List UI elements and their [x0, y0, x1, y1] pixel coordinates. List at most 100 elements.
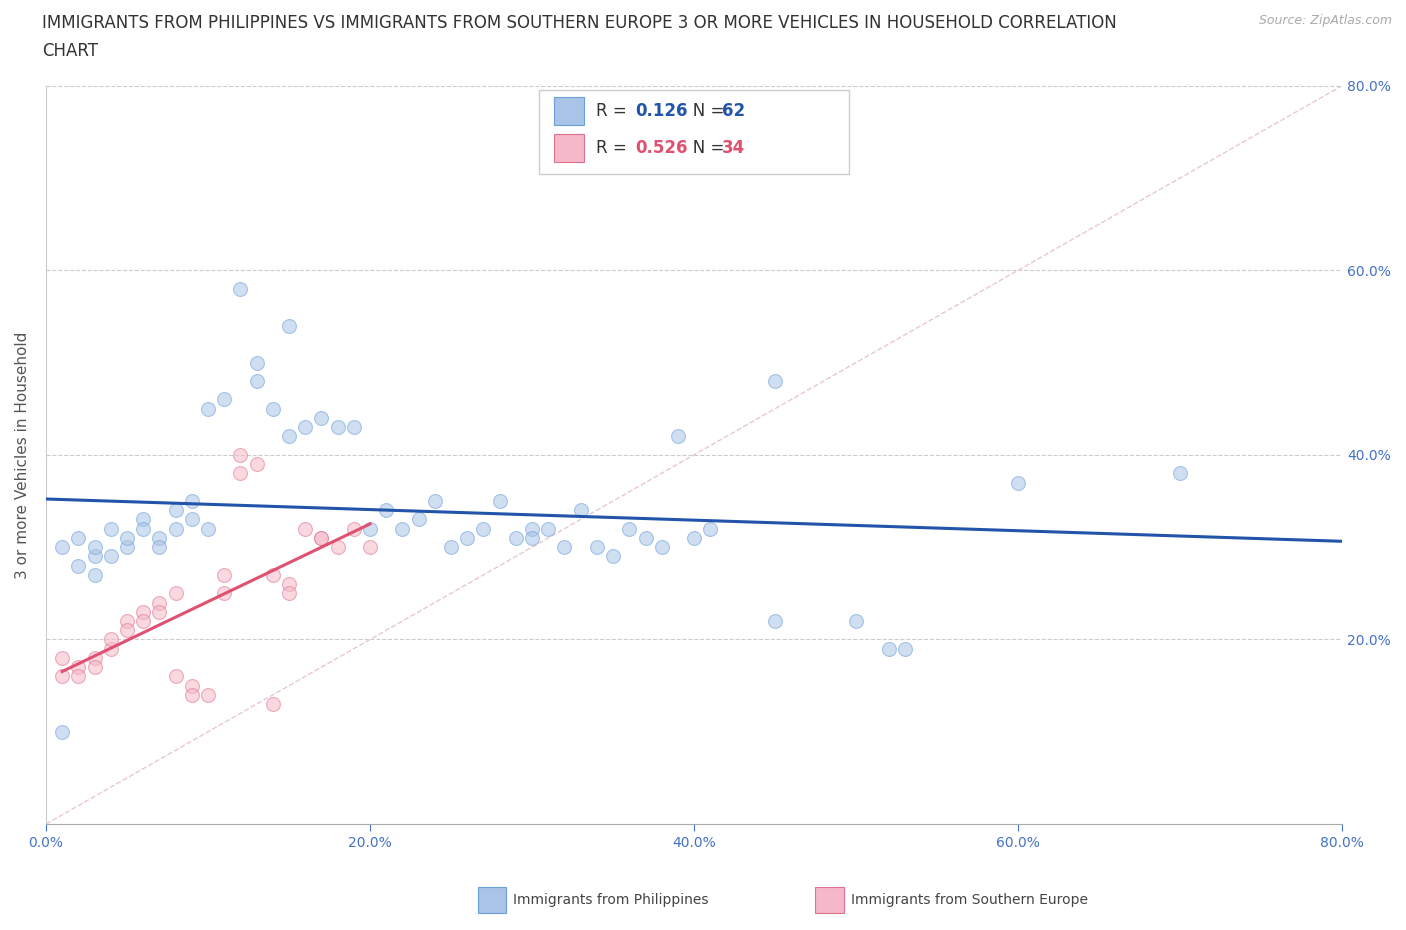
Point: [115, 623, 138, 638]
Point: [440, 539, 463, 554]
Text: Immigrants from Philippines: Immigrants from Philippines: [513, 893, 709, 908]
Point: [115, 539, 138, 554]
Point: [83, 567, 105, 582]
Point: [343, 521, 366, 536]
Point: [180, 512, 202, 527]
Point: [553, 539, 575, 554]
Point: [343, 419, 366, 434]
Point: [294, 521, 316, 536]
Point: [165, 586, 187, 601]
Point: [165, 669, 187, 684]
Point: [67, 669, 90, 684]
Point: [229, 281, 252, 296]
Point: [67, 530, 90, 545]
Point: [100, 549, 122, 564]
Point: [683, 530, 706, 545]
Point: [311, 410, 333, 425]
Point: [326, 419, 349, 434]
Text: N =: N =: [678, 139, 730, 157]
Point: [408, 512, 430, 527]
Point: [51, 650, 73, 665]
Point: [763, 374, 786, 389]
Point: [132, 614, 155, 629]
Point: [699, 521, 721, 536]
Point: [472, 521, 495, 536]
Point: [619, 521, 641, 536]
Point: [246, 457, 269, 472]
Point: [165, 521, 187, 536]
Point: [180, 687, 202, 702]
Point: [212, 392, 235, 407]
Y-axis label: 3 or more Vehicles in Household: 3 or more Vehicles in Household: [15, 331, 30, 578]
Point: [100, 521, 122, 536]
Point: [634, 530, 657, 545]
Point: [278, 429, 301, 444]
Text: R =: R =: [596, 139, 631, 157]
Point: [115, 614, 138, 629]
Point: [115, 530, 138, 545]
Point: [326, 539, 349, 554]
Text: 0.526: 0.526: [636, 139, 688, 157]
Point: [197, 521, 219, 536]
Point: [894, 642, 917, 657]
Text: R =: R =: [596, 101, 631, 120]
Point: [262, 567, 284, 582]
Text: 0.126: 0.126: [636, 101, 688, 120]
Point: [212, 586, 235, 601]
Point: [311, 530, 333, 545]
Point: [246, 374, 269, 389]
Point: [586, 539, 609, 554]
Point: [132, 604, 155, 619]
Point: [67, 659, 90, 674]
Point: [132, 521, 155, 536]
Point: [488, 494, 510, 509]
Point: [763, 614, 786, 629]
Point: [229, 447, 252, 462]
Point: [569, 503, 592, 518]
Point: [423, 494, 446, 509]
Point: [845, 614, 868, 629]
Point: [83, 650, 105, 665]
Point: [100, 642, 122, 657]
Point: [165, 503, 187, 518]
Point: [278, 318, 301, 333]
Point: [278, 586, 301, 601]
Point: [391, 521, 413, 536]
Point: [246, 355, 269, 370]
Point: [505, 530, 527, 545]
Point: [311, 530, 333, 545]
Point: [51, 669, 73, 684]
Point: [180, 678, 202, 693]
Point: [180, 494, 202, 509]
Text: N =: N =: [678, 101, 730, 120]
Point: [262, 697, 284, 711]
Point: [148, 595, 170, 610]
Point: [1007, 475, 1029, 490]
Point: [148, 539, 170, 554]
Point: [132, 512, 155, 527]
Point: [67, 558, 90, 573]
Text: IMMIGRANTS FROM PHILIPPINES VS IMMIGRANTS FROM SOUTHERN EUROPE 3 OR MORE VEHICLE: IMMIGRANTS FROM PHILIPPINES VS IMMIGRANT…: [42, 14, 1116, 32]
Point: [359, 539, 381, 554]
Point: [212, 567, 235, 582]
Point: [520, 521, 543, 536]
Point: [197, 401, 219, 416]
Point: [294, 419, 316, 434]
Point: [651, 539, 673, 554]
Point: [148, 530, 170, 545]
Text: 62: 62: [723, 101, 745, 120]
Point: [51, 724, 73, 739]
Point: [1168, 466, 1191, 481]
Text: Immigrants from Southern Europe: Immigrants from Southern Europe: [851, 893, 1088, 908]
Point: [375, 503, 398, 518]
Point: [83, 549, 105, 564]
Point: [537, 521, 560, 536]
Point: [278, 577, 301, 591]
Point: [456, 530, 478, 545]
Point: [197, 687, 219, 702]
Point: [877, 642, 900, 657]
Point: [262, 401, 284, 416]
Point: [666, 429, 689, 444]
Text: CHART: CHART: [42, 42, 98, 60]
Point: [148, 604, 170, 619]
